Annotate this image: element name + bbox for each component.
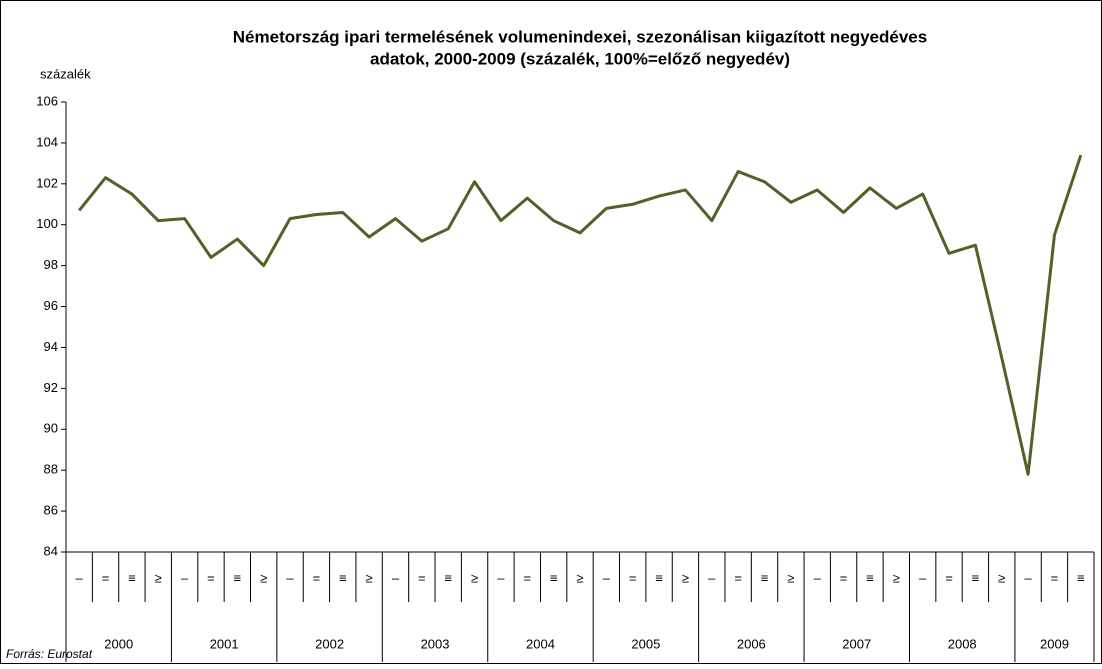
source: Forrás: Eurostat (6, 647, 93, 661)
x-tick-label: ≡ (234, 570, 242, 585)
y-tick-label: 106 (36, 93, 58, 108)
year-label: 2009 (1040, 636, 1069, 651)
x-tick-label: – (76, 570, 84, 585)
year-label: 2007 (842, 636, 871, 651)
y-axis-label: százalék (40, 66, 91, 81)
x-tick-label: = (418, 570, 426, 585)
x-tick-label: = (207, 570, 215, 585)
x-tick-label: – (1024, 570, 1032, 585)
y-tick-label: 92 (44, 380, 58, 395)
x-tick-label: ≥ (576, 570, 583, 585)
x-tick-label: ≥ (787, 570, 794, 585)
chart-title: adatok, 2000-2009 (százalék, 100%=előző … (370, 49, 790, 68)
x-tick-label: ≥ (471, 570, 478, 585)
x-tick-label: ≥ (155, 570, 162, 585)
y-tick-label: 100 (36, 216, 58, 231)
y-tick-label: 88 (44, 462, 58, 477)
x-tick-label: – (497, 570, 505, 585)
x-tick-label: ≡ (550, 570, 558, 585)
year-label: 2003 (421, 636, 450, 651)
y-tick-label: 96 (44, 298, 58, 313)
y-tick-label: 94 (44, 339, 58, 354)
chart-title: Németország ipari termelésének volumenin… (233, 27, 927, 46)
x-tick-label: = (523, 570, 531, 585)
x-tick-label: ≡ (761, 570, 769, 585)
x-tick-label: ≥ (682, 570, 689, 585)
x-tick-label: ≥ (366, 570, 373, 585)
y-tick-label: 102 (36, 175, 58, 190)
year-label: 2002 (315, 636, 344, 651)
x-tick-label: – (392, 570, 400, 585)
x-tick-label: ≥ (998, 570, 1005, 585)
x-tick-label: ≥ (260, 570, 267, 585)
year-label: 2008 (948, 636, 977, 651)
y-tick-label: 86 (44, 503, 58, 518)
x-tick-label: = (102, 570, 110, 585)
x-tick-label: – (708, 570, 716, 585)
y-tick-label: 104 (36, 134, 58, 149)
year-label: 2004 (526, 636, 555, 651)
y-tick-label: 90 (44, 421, 58, 436)
x-tick-label: ≡ (655, 570, 663, 585)
x-tick-label: ≡ (866, 570, 874, 585)
x-tick-label: = (840, 570, 848, 585)
year-label: 2006 (737, 636, 766, 651)
x-tick-label: ≡ (339, 570, 347, 585)
x-tick-label: ≡ (972, 570, 980, 585)
x-tick-label: ≡ (1077, 570, 1085, 585)
y-tick-label: 84 (44, 543, 58, 558)
x-tick-label: ≥ (893, 570, 900, 585)
x-tick-label: = (313, 570, 321, 585)
x-tick-label: – (286, 570, 294, 585)
x-tick-label: = (945, 570, 953, 585)
year-label: 2000 (104, 636, 133, 651)
x-tick-label: ≡ (444, 570, 452, 585)
x-tick-label: = (1051, 570, 1059, 585)
year-label: 2001 (210, 636, 239, 651)
x-tick-label: – (814, 570, 822, 585)
data-line (78, 154, 1083, 476)
x-tick-label: = (629, 570, 637, 585)
x-tick-label: = (734, 570, 742, 585)
year-label: 2005 (631, 636, 660, 651)
y-tick-label: 98 (44, 257, 58, 272)
x-tick-label: ≡ (128, 570, 136, 585)
x-tick-label: – (603, 570, 611, 585)
x-tick-label: – (919, 570, 927, 585)
x-tick-label: – (181, 570, 189, 585)
